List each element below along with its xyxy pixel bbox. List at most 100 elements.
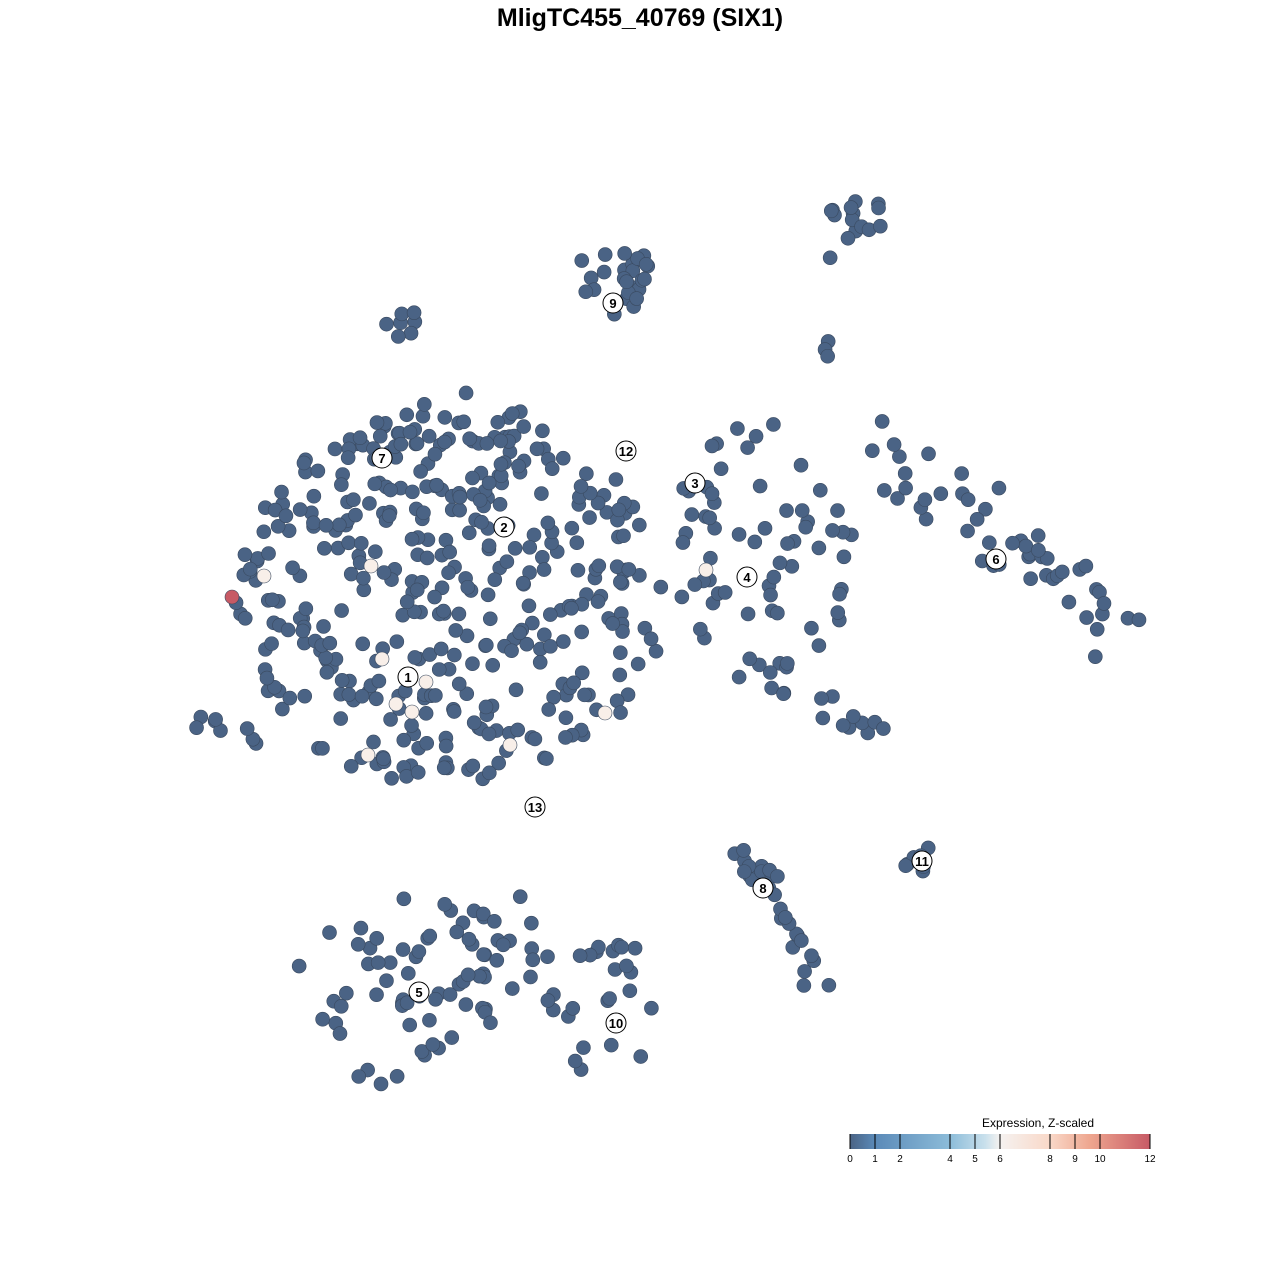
cell-point bbox=[1089, 622, 1105, 637]
cell-point bbox=[343, 566, 359, 582]
cell-point bbox=[822, 250, 838, 266]
cell-point bbox=[317, 541, 332, 556]
cell-point bbox=[390, 329, 406, 344]
cluster-label-marker bbox=[736, 566, 758, 588]
cell-point bbox=[499, 554, 515, 569]
cell-point bbox=[369, 931, 384, 946]
cell-point bbox=[416, 505, 431, 521]
cell-point bbox=[427, 446, 443, 462]
cluster-label: 11 bbox=[915, 854, 929, 869]
cell-point bbox=[436, 603, 451, 619]
cell-point bbox=[441, 565, 456, 581]
cell-point bbox=[982, 535, 997, 550]
cell-point bbox=[543, 607, 558, 622]
cell-point bbox=[404, 531, 420, 547]
cell-point bbox=[845, 709, 861, 724]
cell-point bbox=[208, 712, 223, 727]
cell-point bbox=[507, 541, 523, 556]
cluster-label: 10 bbox=[609, 1016, 623, 1031]
cell-point bbox=[632, 517, 647, 533]
cell-point bbox=[493, 433, 508, 449]
cell-point bbox=[394, 306, 410, 322]
cell-point bbox=[991, 480, 1007, 496]
cell-point bbox=[898, 858, 913, 874]
cell-point bbox=[442, 987, 458, 1002]
cell-point bbox=[736, 843, 751, 858]
cell-point bbox=[579, 466, 594, 482]
cell-point bbox=[737, 864, 752, 879]
cell-point bbox=[873, 218, 888, 234]
cell-point bbox=[779, 503, 794, 518]
cell-point bbox=[877, 483, 892, 498]
expressing-cell-point bbox=[374, 651, 390, 667]
cell-point bbox=[409, 582, 425, 598]
cell-point bbox=[567, 1053, 583, 1069]
legend-tick-label: 0 bbox=[847, 1154, 853, 1165]
cell-point bbox=[437, 410, 453, 425]
cell-point bbox=[422, 1012, 437, 1028]
cell-point bbox=[605, 616, 620, 631]
cell-point bbox=[381, 508, 397, 523]
cell-point bbox=[487, 914, 502, 929]
cell-point bbox=[770, 869, 785, 884]
cell-point bbox=[291, 958, 307, 974]
cell-point bbox=[389, 634, 405, 649]
cell-point bbox=[460, 967, 476, 983]
cell-point bbox=[376, 565, 392, 580]
cell-point bbox=[402, 1017, 418, 1033]
cell-point bbox=[379, 973, 394, 989]
cell-point bbox=[237, 547, 253, 562]
cell-point bbox=[757, 521, 773, 536]
cell-point bbox=[493, 456, 509, 472]
cell-point bbox=[343, 758, 359, 774]
cell-point bbox=[780, 536, 795, 551]
cell-point bbox=[874, 414, 890, 429]
cluster-label: 6 bbox=[992, 552, 999, 567]
cell-point bbox=[492, 497, 508, 512]
cell-point bbox=[740, 440, 755, 455]
cell-point bbox=[519, 636, 535, 652]
cell-point bbox=[346, 492, 361, 508]
cell-point bbox=[731, 669, 747, 685]
cell-point bbox=[572, 948, 588, 963]
cell-point bbox=[536, 562, 552, 577]
cell-point bbox=[1096, 596, 1112, 611]
cell-point bbox=[1088, 649, 1103, 664]
cell-point bbox=[399, 594, 415, 610]
cluster-label-marker bbox=[371, 447, 393, 469]
cell-point bbox=[1061, 594, 1077, 610]
legend-tick-label: 5 bbox=[972, 1154, 978, 1165]
cell-point bbox=[835, 718, 851, 733]
cell-point bbox=[603, 1037, 619, 1053]
cell-point bbox=[411, 944, 427, 959]
cell-point bbox=[481, 726, 497, 742]
cell-point bbox=[1030, 528, 1046, 543]
cell-point bbox=[614, 939, 629, 955]
cell-point bbox=[242, 561, 258, 577]
cell-point bbox=[318, 650, 333, 666]
cluster-label: 13 bbox=[528, 800, 542, 815]
cell-point bbox=[537, 627, 552, 643]
cell-point bbox=[804, 948, 819, 963]
cell-point bbox=[436, 760, 452, 776]
cell-point bbox=[529, 441, 545, 457]
cell-point bbox=[409, 436, 425, 451]
cell-point bbox=[1079, 610, 1094, 625]
cell-point bbox=[1131, 612, 1147, 628]
cell-point bbox=[864, 443, 880, 458]
cell-point bbox=[1023, 571, 1038, 586]
cell-point bbox=[419, 550, 435, 566]
cell-point bbox=[717, 585, 733, 600]
cell-point bbox=[487, 572, 503, 587]
cluster-label-marker bbox=[524, 796, 546, 818]
cell-point bbox=[407, 650, 423, 665]
cell-point bbox=[960, 492, 976, 507]
cell-point bbox=[341, 535, 356, 551]
cell-point bbox=[564, 520, 580, 536]
cell-point bbox=[576, 1040, 591, 1055]
cluster-label-marker bbox=[911, 850, 933, 872]
cell-point bbox=[341, 687, 357, 702]
cell-point bbox=[840, 230, 856, 246]
cell-point bbox=[630, 656, 646, 672]
cell-point bbox=[461, 525, 477, 541]
